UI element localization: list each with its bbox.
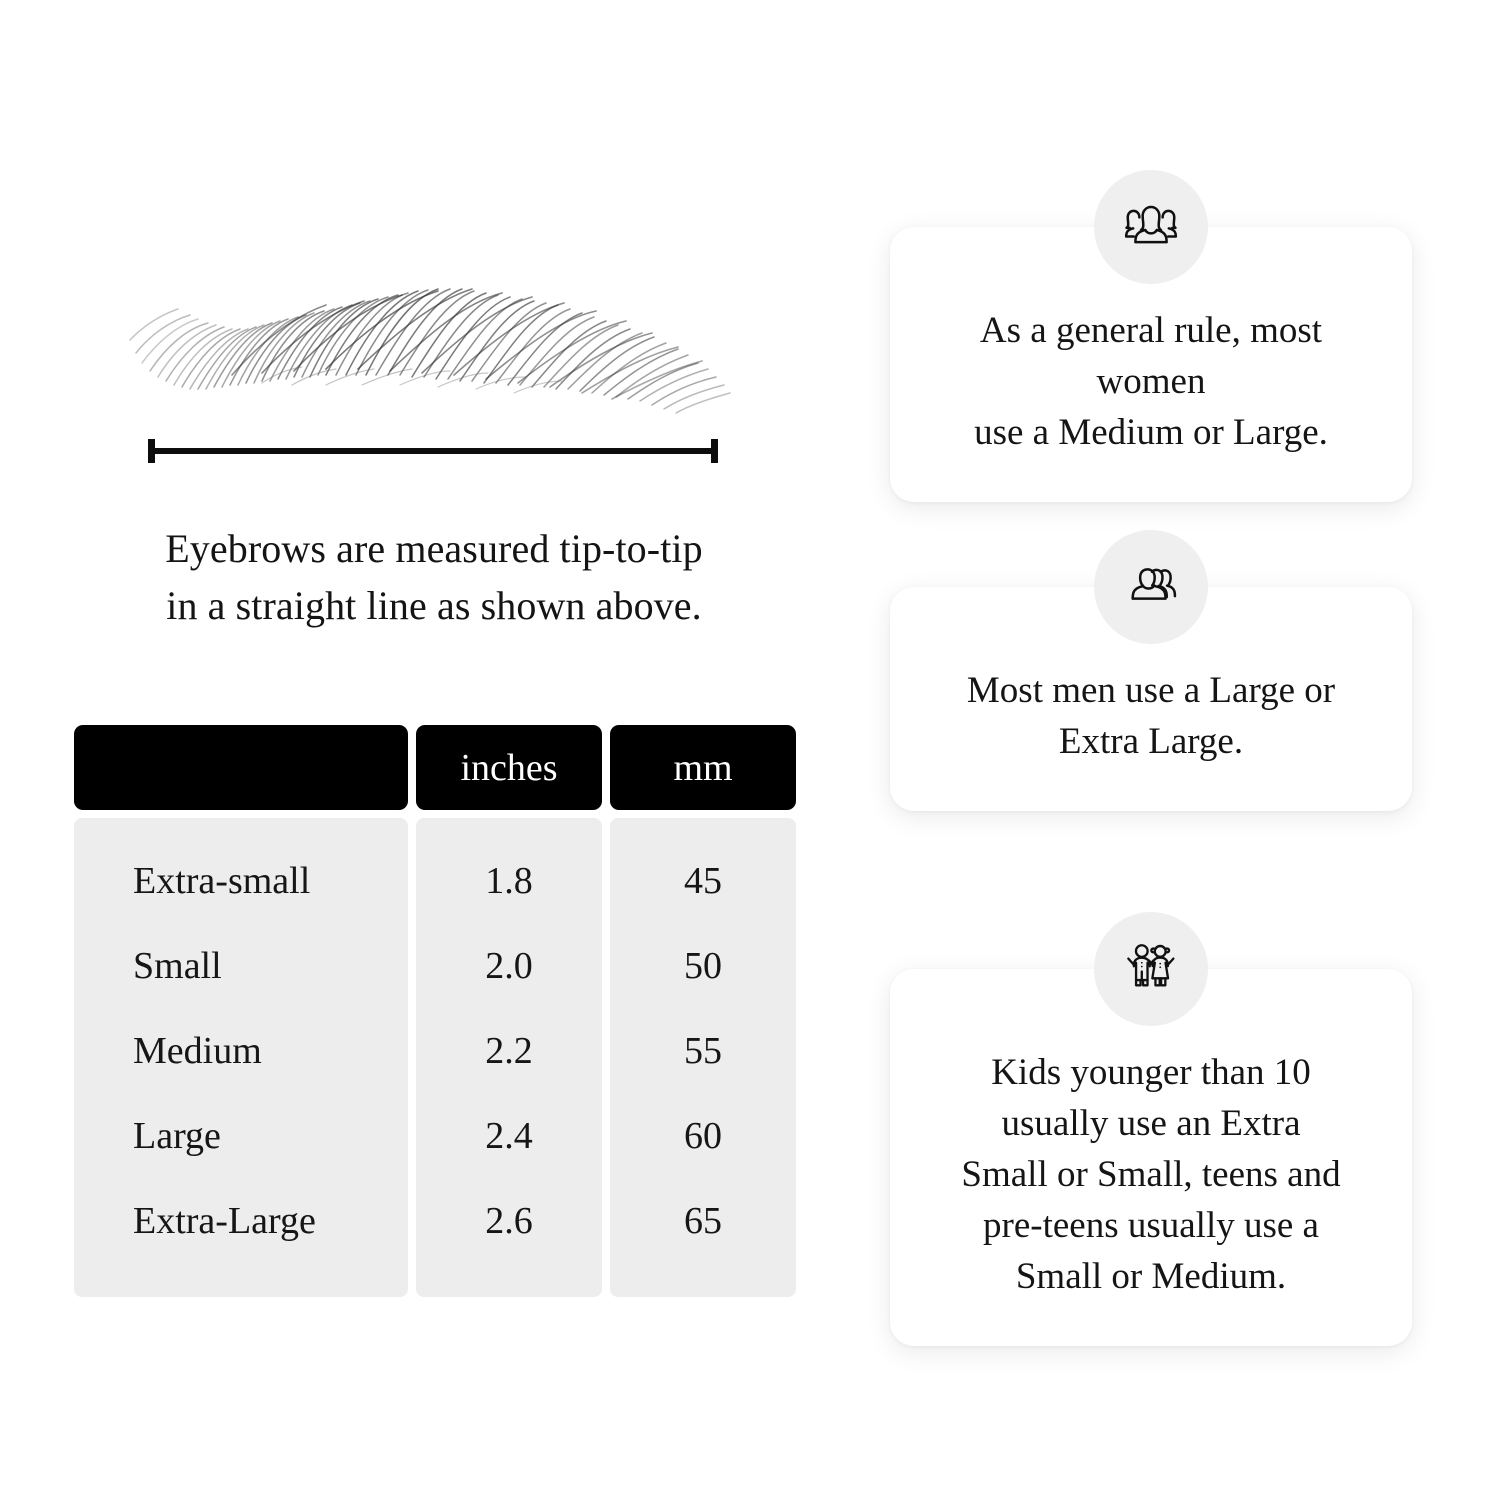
info-card-kids-body: Kids younger than 10 usually use an Extr… <box>890 969 1412 1346</box>
men-group-icon-badge <box>1094 530 1208 644</box>
measure-bar-cap-right <box>711 439 718 463</box>
table-cell-mm: 55 <box>684 1029 722 1072</box>
table-cell-mm: 65 <box>684 1199 722 1242</box>
measure-bar-cap-left <box>148 439 155 463</box>
table-cell-size: Large <box>133 1114 221 1157</box>
info-card-women: As a general rule, most women use a Medi… <box>890 170 1412 502</box>
table-cell-mm: 45 <box>684 859 722 902</box>
women-group-icon <box>1124 205 1178 244</box>
men-group-icon <box>1131 568 1177 600</box>
table-cell-inches: 1.8 <box>485 859 533 902</box>
table-cell-size: Small <box>133 944 222 987</box>
table-header-row: inches mm <box>74 725 796 810</box>
table-cell-size: Extra-small <box>133 859 311 902</box>
info-card-kids-line-3: Small or Small, teens and <box>961 1154 1341 1195</box>
table-cell-size: Medium <box>133 1029 262 1072</box>
table-column-mm: 45 50 55 60 65 <box>610 818 796 1297</box>
table-cell-mm: 50 <box>684 944 722 987</box>
info-card-kids: Kids younger than 10 usually use an Extr… <box>890 912 1412 1346</box>
measure-caption: Eyebrows are measured tip-to-tip in a st… <box>74 520 794 634</box>
table-column-size: Extra-small Small Medium Large Extra-Lar… <box>74 818 408 1297</box>
table-body: Extra-small Small Medium Large Extra-Lar… <box>74 818 796 1297</box>
table-header-inches: inches <box>416 725 602 810</box>
table-cell-inches: 2.2 <box>485 1029 533 1072</box>
info-card-kids-line-2: usually use an Extra <box>1001 1103 1301 1144</box>
measure-bar <box>148 436 718 466</box>
table-header-mm: mm <box>610 725 796 810</box>
eyebrow-illustration <box>112 235 762 415</box>
measure-caption-line-1: Eyebrows are measured tip-to-tip <box>165 526 703 571</box>
info-card-kids-line-5: Small or Medium. <box>1015 1256 1287 1297</box>
info-card-women-body: As a general rule, most women use a Medi… <box>890 227 1412 502</box>
info-card-women-line-1: As a general rule, most women <box>979 310 1323 402</box>
info-card-men: Most men use a Large or Extra Large. <box>890 530 1412 811</box>
size-table: inches mm Extra-small Small Medium Large… <box>74 725 796 1297</box>
table-header-size <box>74 725 408 810</box>
info-card-kids-line-1: Kids younger than 10 <box>991 1052 1311 1093</box>
table-cell-size: Extra-Large <box>133 1199 316 1242</box>
women-group-icon-badge <box>1094 170 1208 284</box>
table-cell-inches: 2.4 <box>485 1114 533 1157</box>
info-card-men-line-1: Most men use a Large or <box>966 670 1336 711</box>
table-cell-mm: 60 <box>684 1114 722 1157</box>
info-card-men-line-2: Extra Large. <box>1058 721 1244 762</box>
info-card-women-line-2: use a Medium or Large. <box>974 412 1328 453</box>
left-column: Eyebrows are measured tip-to-tip in a st… <box>74 235 796 1297</box>
table-cell-inches: 2.0 <box>485 944 533 987</box>
measure-caption-line-2: in a straight line as shown above. <box>166 583 702 628</box>
info-card-kids-line-4: pre-teens usually use a <box>983 1205 1319 1246</box>
measure-bar-line <box>152 448 714 454</box>
info-cards: As a general rule, most women use a Medi… <box>860 0 1500 1500</box>
children-icon-badge <box>1094 912 1208 1026</box>
table-cell-inches: 2.6 <box>485 1199 533 1242</box>
children-icon <box>1127 944 1175 987</box>
table-column-inches: 1.8 2.0 2.2 2.4 2.6 <box>416 818 602 1297</box>
